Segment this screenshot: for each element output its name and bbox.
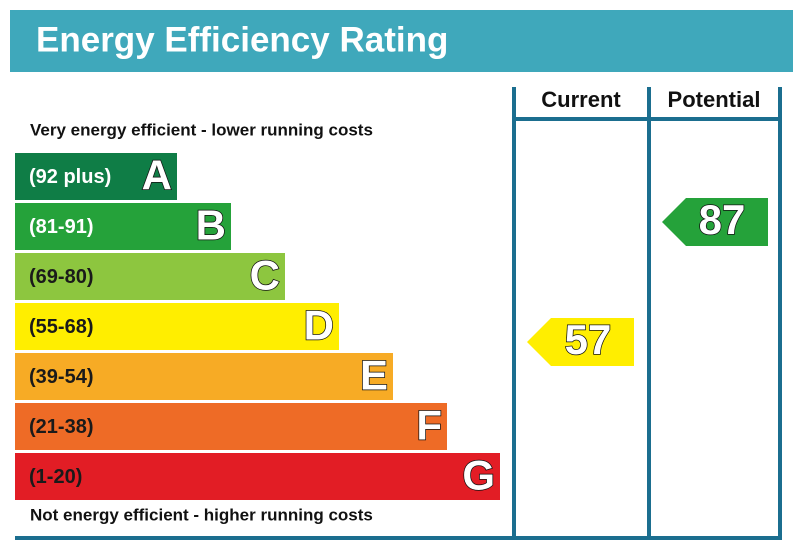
band-letter: G: [462, 452, 495, 499]
band-range: (92 plus): [29, 166, 111, 188]
band: [15, 353, 393, 400]
band-letter: A: [142, 152, 172, 199]
top-label: Very energy efficient - lower running co…: [30, 120, 373, 139]
band: [15, 253, 285, 300]
band-range: (55-68): [29, 316, 93, 338]
current-value: 57: [565, 316, 612, 363]
frame: [15, 87, 782, 540]
band-range: (39-54): [29, 366, 93, 388]
title-bar: [10, 10, 793, 72]
band-letter: B: [196, 202, 226, 249]
band: [15, 453, 500, 500]
band-letter: E: [360, 352, 388, 399]
column-header: Potential: [668, 87, 761, 112]
column-header: Current: [541, 87, 621, 112]
band-range: (69-80): [29, 266, 93, 288]
band-range: (1-20): [29, 466, 82, 488]
band: [15, 203, 231, 250]
band-range: (81-91): [29, 216, 93, 238]
band-letter: C: [250, 252, 280, 299]
current-arrow: [527, 318, 634, 366]
band-range: (21-38): [29, 416, 93, 438]
bottom-label: Not energy efficient - higher running co…: [30, 505, 373, 524]
title: Energy Efficiency Rating: [36, 20, 448, 59]
band: [15, 403, 447, 450]
band: [15, 303, 339, 350]
band-letter: F: [416, 402, 442, 449]
potential-value: 87: [699, 196, 746, 243]
potential-arrow: [662, 198, 768, 246]
band: [15, 153, 177, 200]
band-letter: D: [304, 302, 334, 349]
